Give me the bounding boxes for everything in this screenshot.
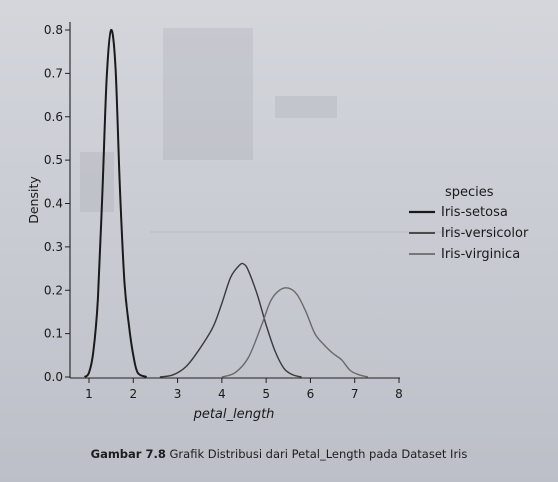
x-tick-label: 3: [174, 387, 182, 401]
x-tick-label: 7: [351, 387, 359, 401]
x-tick-label: 8: [395, 387, 403, 401]
caption-label: Gambar 7.8: [90, 447, 166, 461]
y-tick-label: 0.2: [44, 283, 63, 297]
legend-entry: Iris-versicolor: [441, 226, 529, 241]
figure-caption: Gambar 7.8 Grafik Distribusi dari Petal_…: [0, 447, 558, 461]
series-line-iris-versicolor: [159, 262, 302, 378]
y-tick-label: 0.7: [44, 66, 63, 80]
x-axis-label: petal_length: [193, 407, 275, 422]
chart-legend: species Iris-setosa Iris-versicolor Iris-vi…: [409, 185, 529, 262]
series-layer: [83, 28, 369, 378]
density-chart: 0.0 0.1 0.2 0.3 0.4 0.5 0.6 0.7 0.8 1 2 3 4 5 6 7 8 petal…: [26, 22, 529, 422]
legend-entry: Iris-virginica: [441, 247, 520, 262]
x-tick-label: 2: [129, 387, 137, 401]
series-line-iris-virginica: [221, 287, 369, 378]
y-tick-label: 0.8: [44, 23, 63, 37]
y-tick-label: 0.5: [44, 153, 63, 167]
chart-axes: 0.0 0.1 0.2 0.3 0.4 0.5 0.6 0.7 0.8 1 2 3 4 5 6 7 8 petal…: [26, 22, 403, 422]
caption-text: Grafik Distribusi dari Petal_Length pada…: [169, 447, 468, 461]
y-tick-label: 0.4: [44, 197, 63, 211]
x-tick-label: 1: [85, 387, 93, 401]
legend-title: species: [445, 185, 494, 200]
x-tick-label: 6: [307, 387, 315, 401]
y-tick-label: 0.3: [44, 240, 63, 254]
y-tick-label: 0.1: [44, 327, 63, 341]
background-faded-figure: [80, 28, 500, 233]
legend-entry: Iris-setosa: [441, 205, 508, 220]
y-tick-label: 0.0: [44, 370, 63, 384]
x-tick-label: 4: [218, 387, 226, 401]
y-tick-label: 0.6: [44, 110, 63, 124]
x-tick-label: 5: [262, 387, 270, 401]
y-axis-label: Density: [26, 176, 41, 224]
series-line-iris-setosa: [83, 28, 148, 378]
